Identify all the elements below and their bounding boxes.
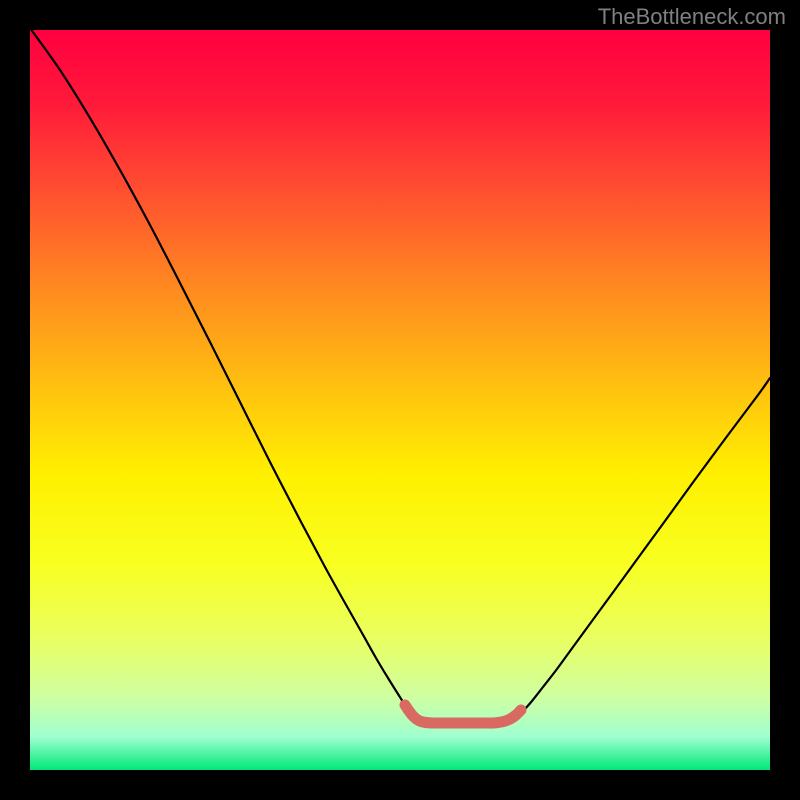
watermark: TheBottleneck.com [598, 4, 786, 29]
frame-border-right [770, 0, 800, 800]
chart-container: TheBottleneck.com [0, 0, 800, 800]
bottleneck-chart: TheBottleneck.com [0, 0, 800, 800]
frame-border-left [0, 0, 30, 800]
plot-background [30, 30, 770, 770]
frame-border-bottom [0, 770, 800, 800]
